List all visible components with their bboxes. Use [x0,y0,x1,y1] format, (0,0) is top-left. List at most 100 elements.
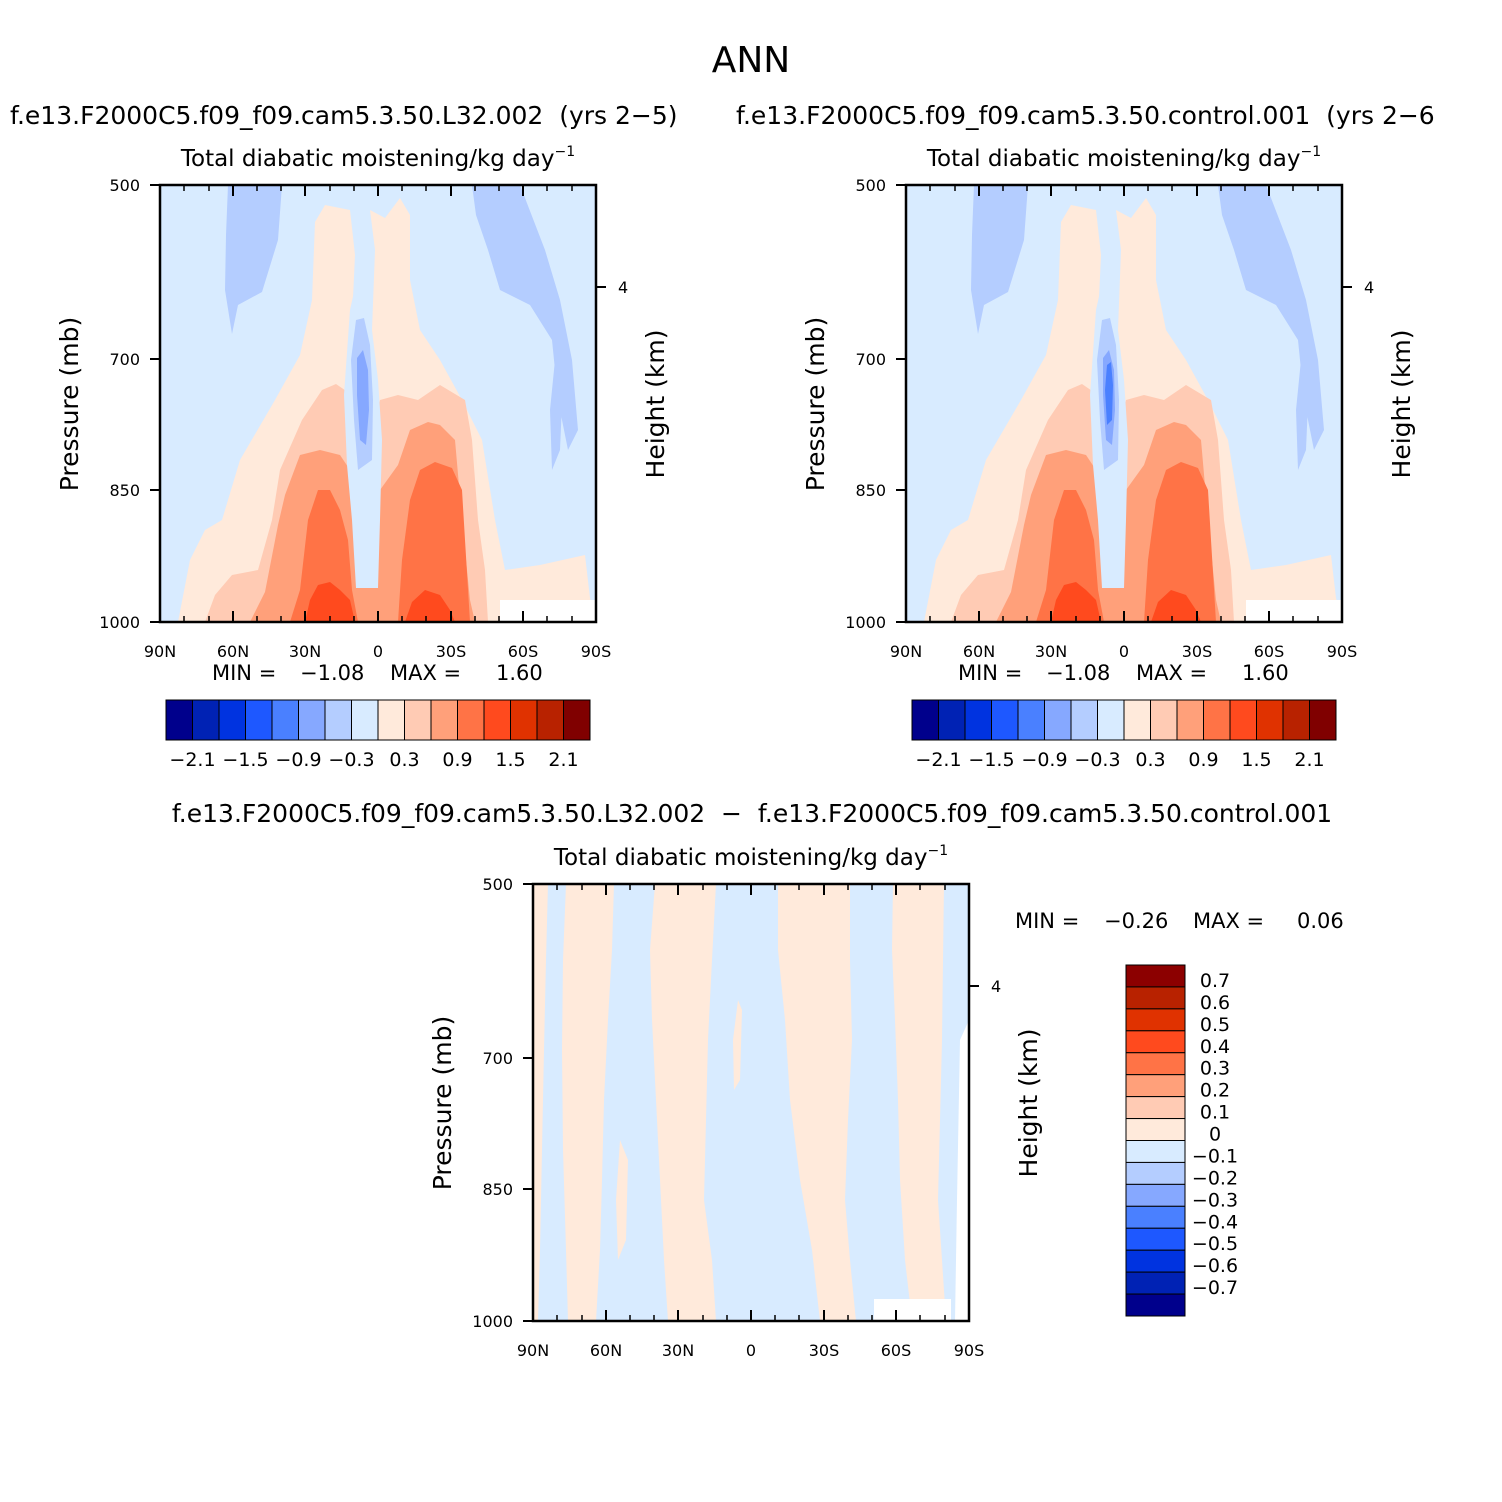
colorbar-swatch [1150,699,1178,741]
case-title-left: f.e13.F2000C5.f09_f09.cam5.3.50.L32.002 … [10,101,678,130]
colorbar-label: 0.6 [1200,992,1230,1014]
colorbar-label: −1.5 [968,749,1014,771]
panel-control-minor-ticks [929,185,1319,622]
panel-control-colorbar: −2.1 −1.5 −0.9 −0.3 0.3 0.9 1.5 2.1 [911,699,1337,771]
figure-title: ANN [712,40,791,81]
panel-diff-xtick-30n: 30N [662,1341,694,1360]
colorbar-swatch [377,699,405,741]
panel-case-y2label: Height (km) [641,330,670,479]
panel-diff-max-value: 0.06 [1297,909,1344,933]
colorbar-swatch [938,699,966,741]
panel-case-xtick-30n: 30N [289,642,321,661]
colorbar-swatch [430,699,458,741]
panel-diff-xtick-60n: 60N [590,1341,622,1360]
panel-control-max-value: 1.60 [1242,661,1289,685]
colorbar-swatch [192,699,220,741]
panel-case-field [160,185,596,622]
panel-diff-max-label: MAX = [1193,909,1264,933]
colorbar-swatch [245,699,273,741]
colorbar-swatch [911,699,939,741]
colorbar-label: −0.2 [1192,1167,1238,1189]
colorbar-swatch [991,699,1019,741]
colorbar-label: −0.3 [1192,1189,1238,1211]
colorbar-label: −0.5 [1192,1233,1238,1255]
colorbar-label: −0.3 [328,749,374,771]
colorbar-swatch [1125,1183,1186,1207]
colorbar-swatch [1097,699,1125,741]
panel-control-xtick-0: 0 [1119,642,1129,661]
panel-control-xtick-90s: 90S [1327,642,1358,661]
panel-control-xtick-30n: 30N [1035,642,1067,661]
panel-case-xtick-90n: 90N [144,642,176,661]
panel-case-ytick-1000: 1000 [99,613,140,632]
colorbar-label: −2.1 [169,749,215,771]
colorbar-label: 1.5 [495,749,525,771]
colorbar-swatch [324,699,352,741]
panel-diff-xtick-90n: 90N [517,1341,549,1360]
colorbar-label: 0.1 [1200,1102,1230,1124]
panel-diff-ytick-700: 700 [482,1049,513,1068]
colorbar-swatch [1125,1271,1186,1295]
colorbar-label: −0.3 [1074,749,1120,771]
colorbar-swatch [1125,1249,1186,1273]
colorbar-swatch [1125,1052,1186,1076]
panel-case-xtick-90s: 90S [581,642,612,661]
diff-title: f.e13.F2000C5.f09_f09.cam5.3.50.L32.002 … [172,799,1332,828]
panel-diff-title: Total diabatic moistening/kg day−1 [553,843,948,871]
panel-case-xtick-30s: 30S [436,642,467,661]
panel-diff-y2label: Height (km) [1014,1029,1043,1178]
colorbar-label: 0.9 [1188,749,1218,771]
panel-diff-min-label: MIN = [1015,909,1079,933]
colorbar-label: 0.4 [1200,1036,1230,1058]
colorbar-swatch [483,699,511,741]
colorbar-swatch [271,699,299,741]
panel-case-ytick-500: 500 [109,176,140,195]
colorbar-swatch [457,699,485,741]
colorbar-swatch [563,699,591,741]
colorbar-swatch [298,699,326,741]
colorbar-swatch [404,699,432,741]
colorbar-swatch [1125,1030,1186,1054]
panel-control-xtick-60n: 60N [963,642,995,661]
panel-control-max-label: MAX = [1136,661,1207,685]
colorbar-swatch [1070,699,1098,741]
colorbar-swatch [1125,964,1186,988]
colorbar-swatch [1309,699,1337,741]
panel-control-xtick-30s: 30S [1182,642,1213,661]
colorbar-swatch [1125,1227,1186,1251]
panel-diff-ytick-850: 850 [482,1180,513,1199]
colorbar-swatch [1203,699,1231,741]
colorbar-label: −2.1 [915,749,961,771]
colorbar-swatch [1123,699,1151,741]
colorbar-label: 0.3 [1135,749,1165,771]
panel-case-ylabel: Pressure (mb) [55,317,84,491]
case-title-right: f.e13.F2000C5.f09_f09.cam5.3.50.control.… [736,101,1435,130]
colorbar-swatch [1017,699,1045,741]
colorbar-label: −0.9 [275,749,321,771]
colorbar-swatch [1282,699,1310,741]
panel-case-min-label: MIN = [212,661,276,685]
panel-diff-xtick-90s: 90S [954,1341,985,1360]
panel-diff-ticks [523,883,979,1322]
panel-case-y2tick-4: 4 [618,278,628,297]
panel-diff-xtick-30s: 30S [809,1341,840,1360]
panel-control-min-label: MIN = [958,661,1022,685]
colorbar-label: −0.1 [1192,1145,1238,1167]
colorbar-swatch [1125,1205,1186,1229]
colorbar-label: 2.1 [1294,749,1324,771]
panel-control-y2label: Height (km) [1387,330,1416,479]
colorbar-label: 0.9 [442,749,472,771]
colorbar-swatch [351,699,379,741]
colorbar-label: 1.5 [1241,749,1271,771]
colorbar-label: −1.5 [222,749,268,771]
colorbar-label: 0.7 [1200,970,1230,992]
panel-control-ytick-1000: 1000 [845,613,886,632]
colorbar-swatch [218,699,246,741]
panel-control-ylabel: Pressure (mb) [801,317,830,491]
panel-control-ticks [896,184,1352,623]
panel-case: Total diabatic moistening/kg day−1 [55,144,670,771]
panel-diff-xtick-60s: 60S [881,1341,912,1360]
panel-control-field [906,185,1342,622]
colorbar-swatch [165,699,193,741]
